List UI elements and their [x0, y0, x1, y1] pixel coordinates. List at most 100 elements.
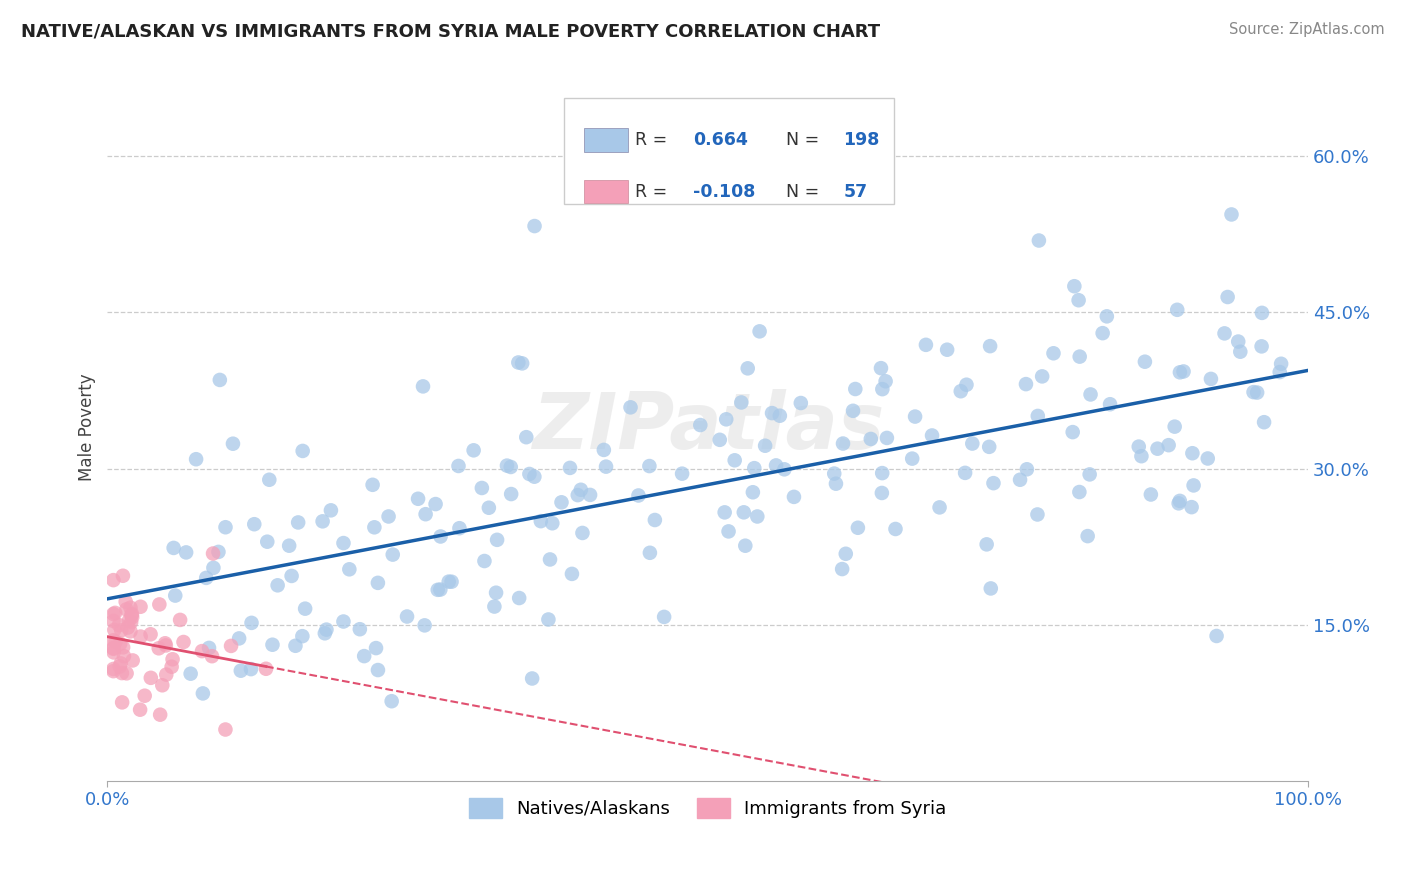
Point: [1099, 397, 1122, 411]
Point: [717, 524, 740, 539]
Point: [1140, 487, 1163, 501]
Point: [595, 459, 617, 474]
Point: [429, 529, 451, 543]
Point: [870, 486, 893, 500]
Point: [363, 520, 385, 534]
Legend: Natives/Alaskans, Immigrants from Syria: Natives/Alaskans, Immigrants from Syria: [463, 790, 953, 825]
Point: [561, 566, 583, 581]
Point: [108, 618, 131, 632]
Point: [139, 671, 162, 685]
Point: [262, 638, 284, 652]
Point: [1028, 234, 1050, 248]
Point: [831, 562, 853, 576]
Text: NATIVE/ALASKAN VS IMMIGRANTS FROM SYRIA MALE POVERTY CORRELATION CHART: NATIVE/ALASKAN VS IMMIGRANTS FROM SYRIA …: [21, 22, 880, 40]
Point: [1166, 302, 1188, 317]
Point: [870, 361, 893, 376]
Point: [1168, 494, 1191, 508]
Point: [1251, 306, 1274, 320]
Point: [149, 707, 172, 722]
Point: [486, 533, 509, 547]
Point: [174, 545, 197, 559]
Point: [195, 571, 218, 585]
Point: [121, 653, 143, 667]
Point: [103, 623, 125, 637]
Point: [1163, 419, 1185, 434]
Point: [111, 695, 134, 709]
Point: [558, 461, 581, 475]
Point: [1063, 279, 1085, 293]
Point: [120, 608, 142, 623]
Point: [148, 598, 170, 612]
Point: [1146, 442, 1168, 456]
Point: [214, 723, 236, 737]
Text: N =: N =: [786, 183, 824, 201]
Point: [832, 436, 855, 450]
Point: [496, 458, 519, 473]
Point: [499, 460, 522, 475]
Point: [671, 467, 693, 481]
Point: [1069, 350, 1091, 364]
Point: [208, 373, 231, 387]
Point: [872, 382, 894, 396]
Point: [579, 488, 602, 502]
Point: [1133, 355, 1156, 369]
Point: [103, 633, 125, 648]
Point: [103, 664, 125, 678]
Point: [1067, 293, 1090, 308]
Point: [173, 635, 195, 649]
Point: [709, 433, 731, 447]
Text: N =: N =: [786, 131, 824, 149]
Point: [471, 481, 494, 495]
Point: [103, 573, 125, 587]
Point: [741, 485, 763, 500]
Point: [619, 401, 641, 415]
Point: [1246, 385, 1268, 400]
Point: [148, 641, 170, 656]
Point: [1182, 478, 1205, 492]
Point: [219, 639, 242, 653]
Point: [953, 466, 976, 480]
Point: [1253, 415, 1275, 429]
Point: [716, 412, 738, 426]
Point: [1095, 310, 1118, 324]
Point: [319, 503, 342, 517]
Point: [734, 539, 756, 553]
Point: [904, 409, 927, 424]
Point: [979, 440, 1001, 454]
Point: [165, 589, 187, 603]
Point: [291, 444, 314, 458]
Point: [1205, 629, 1227, 643]
Point: [754, 439, 776, 453]
Point: [381, 548, 404, 562]
Point: [426, 582, 449, 597]
FancyBboxPatch shape: [564, 98, 894, 204]
Point: [1168, 365, 1191, 379]
Point: [949, 384, 972, 399]
Point: [983, 476, 1005, 491]
Point: [413, 618, 436, 632]
Point: [773, 462, 796, 476]
Point: [222, 436, 245, 450]
Point: [114, 595, 136, 609]
Point: [429, 582, 451, 597]
Point: [259, 473, 281, 487]
Point: [876, 431, 898, 445]
Point: [153, 636, 176, 650]
Point: [901, 451, 924, 466]
Point: [1227, 334, 1250, 349]
Point: [353, 649, 375, 664]
Point: [134, 689, 156, 703]
Point: [1181, 446, 1204, 460]
Point: [713, 505, 735, 519]
Point: [115, 602, 138, 616]
Point: [644, 513, 666, 527]
Point: [121, 610, 143, 624]
FancyBboxPatch shape: [583, 180, 627, 203]
Point: [979, 339, 1001, 353]
Point: [191, 686, 214, 700]
Point: [103, 614, 125, 628]
Point: [638, 546, 661, 560]
Point: [202, 561, 225, 575]
Point: [377, 509, 399, 524]
Point: [103, 662, 125, 676]
